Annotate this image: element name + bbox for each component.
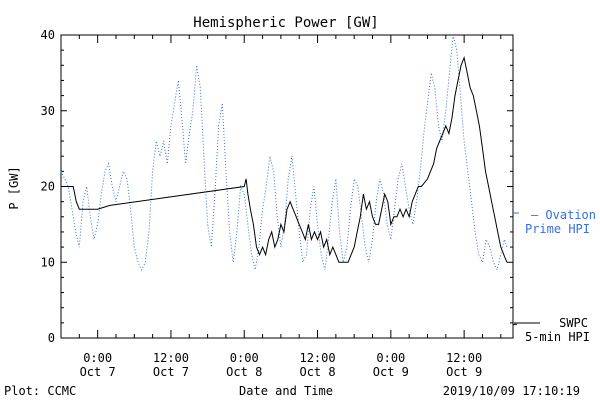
- x-tick-date-label: Oct 8: [299, 365, 335, 379]
- plot-frame: [60, 34, 514, 339]
- x-tick-date-label: Oct 9: [446, 365, 482, 379]
- legend-swpc-line2: 5-min HPI: [525, 330, 590, 344]
- y-tick-label: 30: [41, 104, 55, 118]
- x-tick-date-label: Oct 9: [373, 365, 409, 379]
- series-ovation-line: [60, 34, 508, 272]
- x-tick-time-label: 0:00: [83, 351, 112, 365]
- x-axis-label: Date and Time: [239, 384, 333, 398]
- y-axis-label: P [GW]: [7, 166, 21, 209]
- footer-timestamp: 2019/10/09 17:10:19: [443, 384, 580, 398]
- y-tick-label: 10: [41, 255, 55, 269]
- x-tick-date-label: Oct 7: [153, 365, 189, 379]
- legend-ovation-line1: — Ovation: [531, 208, 596, 222]
- x-tick-time-label: 0:00: [376, 351, 405, 365]
- y-tick-label: 20: [41, 180, 55, 194]
- x-tick-time-label: 0:00: [230, 351, 259, 365]
- legend-swpc-line1: SWPC: [559, 316, 588, 330]
- chart-title: Hemispheric Power [GW]: [193, 15, 378, 31]
- footer-credit: Plot: CCMC: [4, 384, 76, 398]
- x-tick-time-label: 12:00: [153, 351, 189, 365]
- x-tick-date-label: Oct 8: [226, 365, 262, 379]
- x-tick-time-label: 12:00: [299, 351, 335, 365]
- series-swpc-line: [61, 55, 508, 263]
- x-tick-date-label: Oct 7: [80, 365, 116, 379]
- x-tick-time-label: 12:00: [446, 351, 482, 365]
- y-tick-label: 40: [41, 28, 55, 42]
- y-tick-label: 0: [48, 331, 55, 345]
- legend-ovation-line2: Prime HPI: [525, 222, 590, 236]
